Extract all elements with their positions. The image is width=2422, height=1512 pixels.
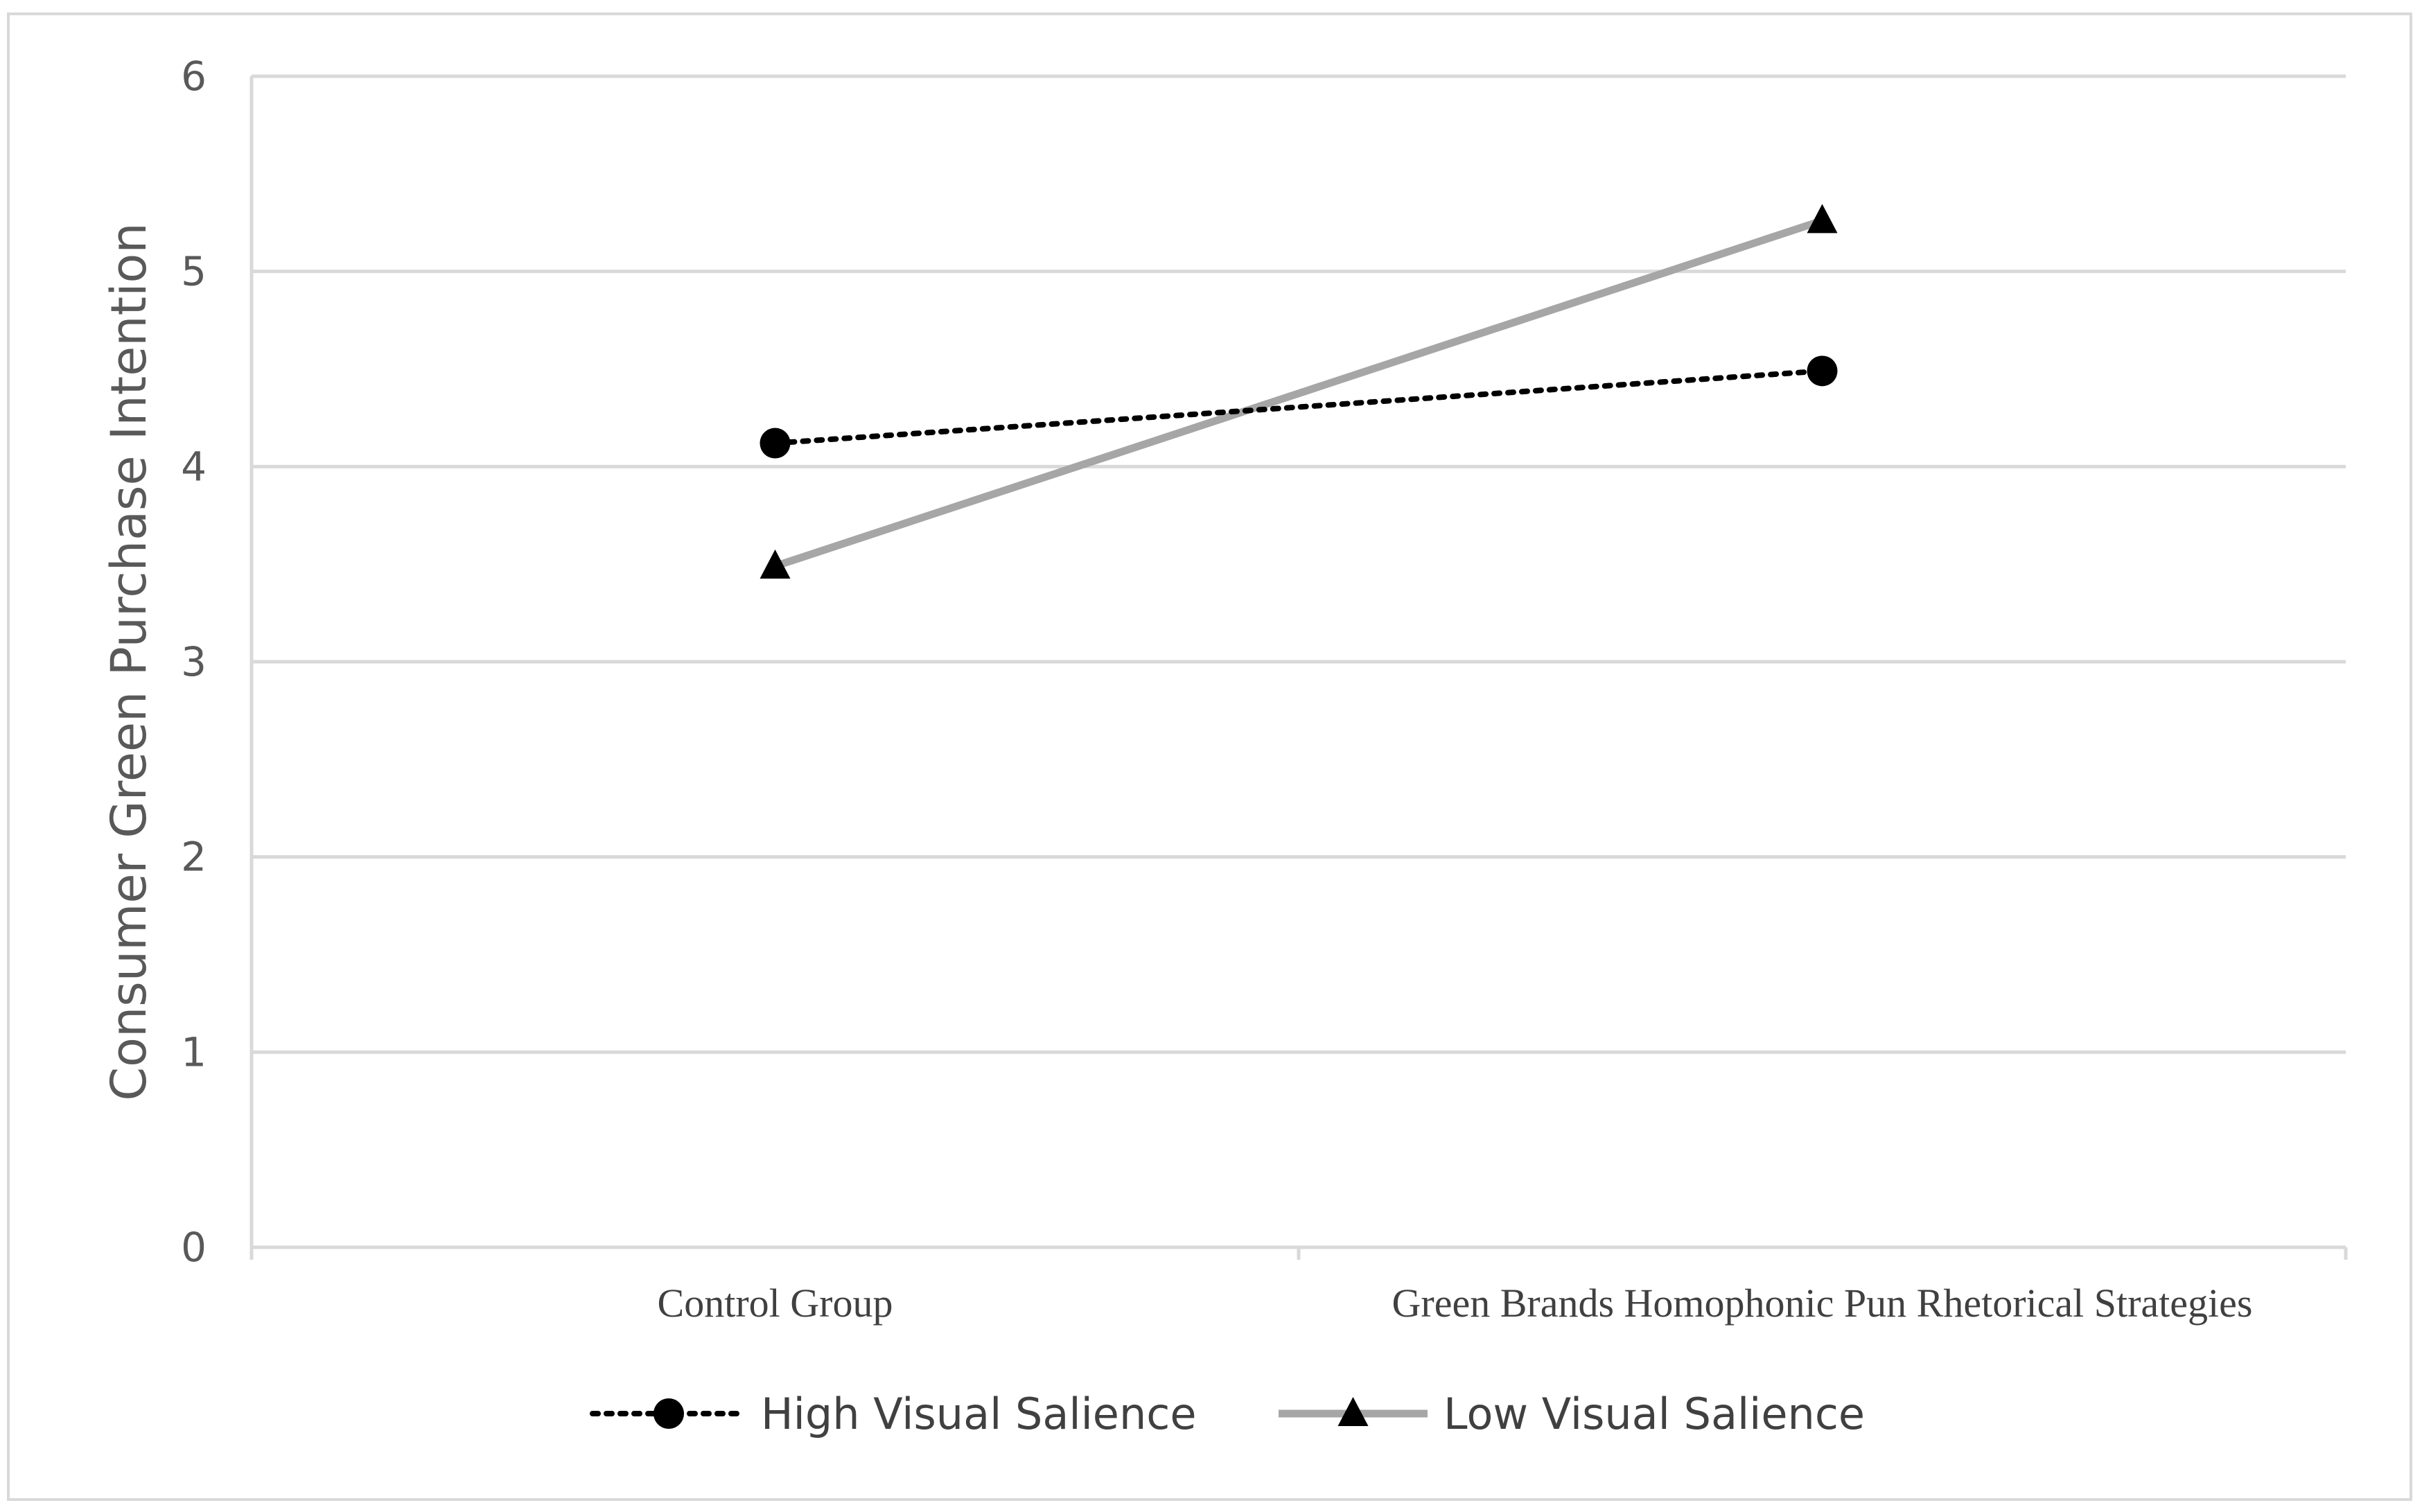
y-tick-label: 6 xyxy=(181,53,207,100)
axes xyxy=(249,76,2348,1260)
series-line-high-visual-salience xyxy=(772,368,1825,446)
legend-label: High Visual Salience xyxy=(761,1389,1196,1439)
chart-frame xyxy=(7,12,2412,1501)
x-tick-label: Green Brands Homophonic Pun Rhetorical S… xyxy=(1392,1281,2253,1326)
y-tick-label: 1 xyxy=(181,1028,207,1075)
data-point-circle xyxy=(760,428,791,459)
series-group xyxy=(760,204,1838,579)
y-tick-label: 3 xyxy=(181,638,207,685)
data-point-triangle xyxy=(760,549,791,579)
x-tick-label: Control Group xyxy=(658,1281,893,1326)
y-tick-label: 5 xyxy=(181,248,207,295)
data-point-circle xyxy=(1807,355,1838,387)
y-tick-labels: 0 1 2 3 4 5 6 xyxy=(181,53,207,1271)
y-tick-label: 4 xyxy=(181,443,207,490)
legend: High Visual Salience Low Visual Salience xyxy=(590,1389,1865,1439)
y-tick-label: 0 xyxy=(181,1224,207,1271)
data-point-triangle xyxy=(1807,204,1838,234)
legend-marker-circle xyxy=(653,1398,684,1429)
gridlines xyxy=(252,74,2346,1054)
series-line-low-visual-salience xyxy=(773,217,1824,570)
y-axis-label: Consumer Green Purchase Intention xyxy=(100,222,157,1101)
legend-label: Low Visual Salience xyxy=(1443,1389,1865,1439)
y-tick-label: 2 xyxy=(181,834,207,881)
legend-marker-triangle xyxy=(1337,1397,1369,1426)
x-tick-labels: Control Group Green Brands Homophonic Pun… xyxy=(658,1281,2253,1326)
